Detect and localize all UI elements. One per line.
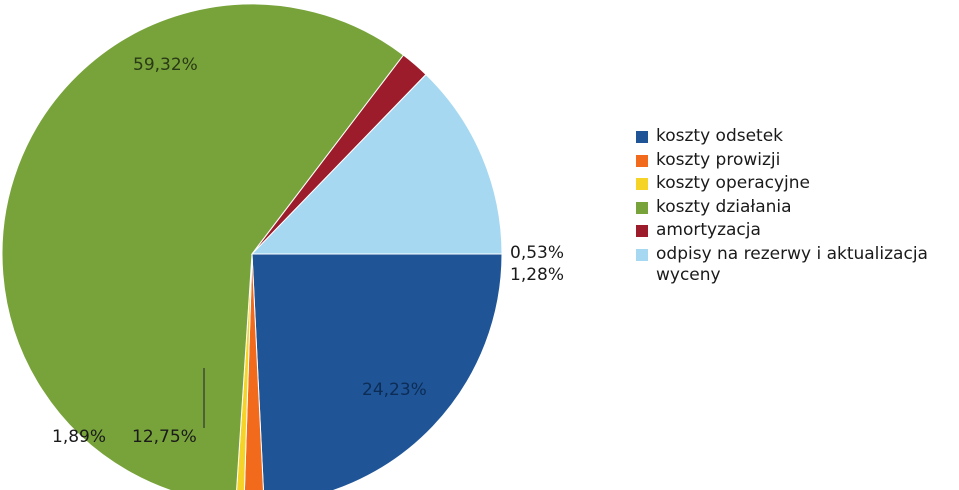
label-koszty-operacyjne: 0,53% <box>510 243 564 263</box>
legend-label: koszty operacyjne <box>656 173 810 193</box>
slice-odpisy <box>250 73 503 255</box>
legend-item-koszty-operacyjne: koszty operacyjne <box>636 173 956 194</box>
legend-label: koszty odsetek <box>656 126 784 146</box>
legend-swatch <box>636 131 648 143</box>
legend-item-koszty-odsetek: koszty odsetek <box>636 126 956 147</box>
legend-item-amortyzacja: amortyzacja <box>636 220 956 241</box>
label-koszty-dzialania: 59,32% <box>133 55 198 75</box>
pie-slices <box>1 3 503 490</box>
slice-koszty-dzialania <box>1 3 405 490</box>
legend-swatch <box>636 178 648 190</box>
label-koszty-odsetek: 24,23% <box>362 380 427 400</box>
legend-swatch <box>636 201 648 214</box>
legend-swatch <box>636 154 648 167</box>
legend-label: odpisy na rezerwy i aktualizacja wyceny <box>656 243 928 285</box>
legend-label: koszty działania <box>656 196 792 217</box>
legend-label: amortyzacja <box>656 220 761 240</box>
legend: koszty odsetek koszty prowizji koszty op… <box>636 126 956 288</box>
legend-swatch <box>636 248 648 261</box>
label-koszty-prowizji: 1,28% <box>510 265 564 285</box>
legend-item-koszty-prowizji: koszty prowizji <box>636 150 956 171</box>
slice-koszty-odsetek <box>251 253 503 490</box>
legend-swatch <box>636 225 648 237</box>
slice-koszty-prowizji <box>243 253 264 490</box>
legend-label: koszty prowizji <box>656 149 781 170</box>
label-amortyzacja: 1,89% <box>52 427 106 447</box>
legend-item-odpisy: odpisy na rezerwy i aktualizacja wyceny <box>636 244 956 286</box>
legend-item-koszty-dzialania: koszty działania <box>636 197 956 218</box>
label-odpisy: 12,75% <box>132 427 197 447</box>
